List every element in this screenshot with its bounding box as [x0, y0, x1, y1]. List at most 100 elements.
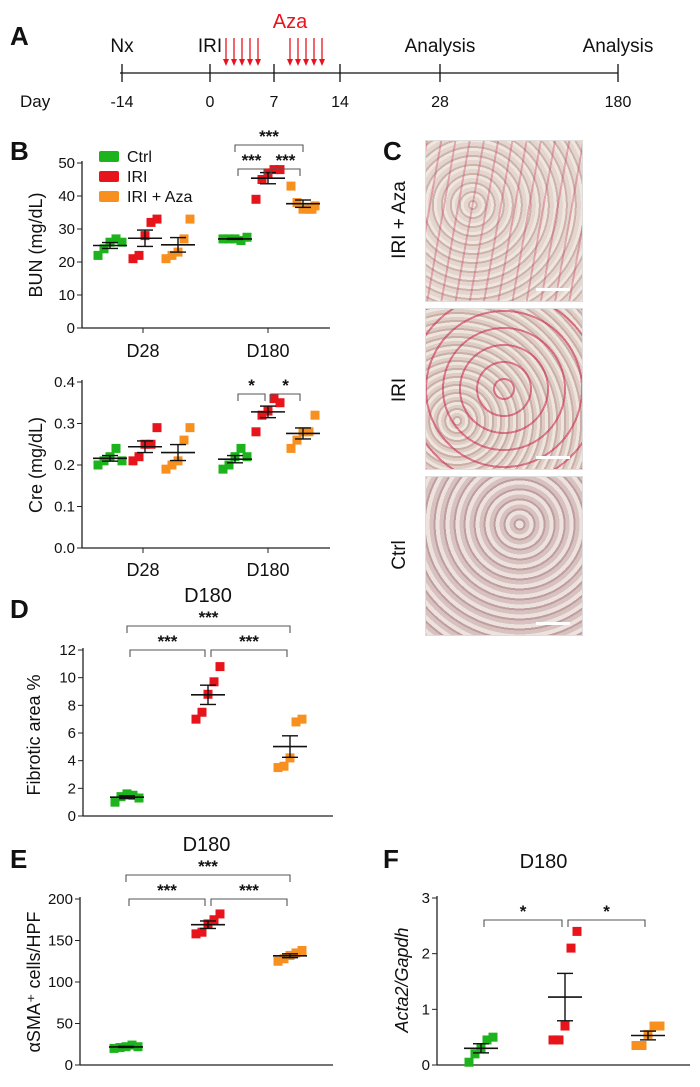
data-point	[298, 204, 308, 214]
chart-title: D180	[520, 851, 568, 873]
chart-title: D180	[183, 834, 231, 856]
data-point	[152, 214, 162, 224]
data-point	[307, 204, 317, 214]
data-point	[242, 232, 252, 242]
timeline-day: 0	[206, 94, 215, 111]
data-point	[275, 398, 285, 408]
data-point	[128, 456, 138, 466]
y-tick-label: 40	[58, 188, 75, 205]
data-point	[566, 943, 576, 953]
significance-label: ***	[157, 881, 177, 900]
y-tick-label: 30	[58, 221, 75, 238]
y-axis-label: Acta2/Gapdh	[392, 927, 412, 1033]
significance-label: ***	[239, 632, 259, 651]
y-tick-label: 0.1	[54, 499, 75, 516]
data-point	[128, 254, 138, 264]
data-point	[167, 460, 177, 470]
timeline-day: 14	[331, 94, 349, 111]
legend-label: Ctrl	[127, 149, 152, 166]
data-point	[218, 464, 228, 474]
data-point	[122, 789, 132, 799]
data-point	[161, 464, 171, 474]
significance-bracket	[237, 168, 266, 176]
data-point	[242, 452, 252, 462]
data-point	[572, 926, 582, 936]
panel-label: A	[10, 21, 29, 51]
significance-label: ***	[259, 127, 279, 146]
x-tick-label: D28	[126, 560, 159, 580]
data-point	[109, 1043, 119, 1053]
panel-label: C	[383, 136, 402, 166]
y-tick-label: 0.0	[54, 540, 75, 557]
day-label: Day	[20, 92, 51, 111]
panel-label: F	[383, 844, 399, 874]
data-point	[637, 1041, 647, 1051]
y-tick-label: 50	[56, 1016, 73, 1033]
data-point	[257, 410, 267, 420]
histology-image-iri-aza	[425, 140, 583, 302]
chart-acta2: 0 1 2 3 Acta2/Gapdh D180 * *	[392, 851, 690, 1074]
data-point	[470, 1049, 480, 1059]
y-tick-label: 0	[65, 1057, 73, 1074]
y-tick-label: 4	[68, 753, 76, 770]
x-tick-label: D28	[126, 341, 159, 361]
data-point	[167, 250, 177, 260]
legend-label: IRI	[127, 169, 147, 186]
y-tick-label: 1	[422, 1001, 430, 1018]
data-point	[197, 707, 207, 717]
y-tick-label: 2	[422, 946, 430, 963]
legend-swatch	[99, 171, 119, 182]
data-point	[269, 165, 279, 175]
y-tick-label: 200	[48, 891, 73, 908]
y-tick-label: 0	[68, 808, 76, 825]
data-point	[134, 793, 144, 803]
data-point	[286, 181, 296, 191]
panel-label: D	[10, 594, 29, 624]
aza-arrow-head	[255, 59, 261, 66]
data-point	[297, 714, 307, 724]
data-point	[209, 915, 219, 925]
data-point	[251, 194, 261, 204]
y-tick-label: 0.4	[54, 374, 75, 391]
chart-bun: 0 10 20 30 40 50 D28 D180 BUN (mg/dL) *** *** ***	[26, 127, 330, 361]
significance-bracket	[237, 393, 266, 401]
data-point	[291, 717, 301, 727]
data-point	[548, 1035, 558, 1045]
y-tick-label: 6	[68, 725, 76, 742]
significance-bracket	[270, 168, 301, 176]
data-point	[482, 1035, 492, 1045]
significance-bracket	[270, 393, 301, 401]
significance-label: ***	[158, 632, 178, 651]
data-point	[257, 175, 267, 184]
aza-arrow-head	[287, 59, 293, 66]
significance-label: ***	[276, 151, 296, 170]
legend-swatch	[99, 151, 119, 162]
data-point	[273, 956, 283, 966]
aza-arrow-head	[223, 59, 229, 66]
chart-title: D180	[184, 585, 232, 607]
data-point	[273, 763, 283, 773]
data-point	[117, 456, 127, 466]
data-point	[236, 443, 246, 453]
data-point	[655, 1021, 665, 1031]
legend-swatch	[99, 191, 119, 202]
y-tick-label: 20	[58, 254, 75, 271]
y-tick-label: 10	[59, 670, 76, 687]
data-point	[224, 460, 234, 470]
histology-label: IRI	[389, 378, 410, 402]
data-point	[279, 761, 289, 771]
significance-bracket	[125, 874, 291, 882]
legend-label: IRI + Aza	[127, 189, 192, 206]
treatment-label: Aza	[273, 11, 308, 33]
data-point	[631, 1041, 641, 1051]
y-tick-label: 10	[58, 287, 75, 304]
data-point	[161, 254, 171, 264]
data-point	[191, 929, 201, 939]
timeline-day: 28	[431, 94, 449, 111]
aza-arrow-head	[311, 59, 317, 66]
y-tick-label: 0.2	[54, 457, 75, 474]
data-point	[286, 443, 296, 453]
data-point	[251, 427, 261, 437]
timeline-event: Nx	[110, 36, 134, 57]
